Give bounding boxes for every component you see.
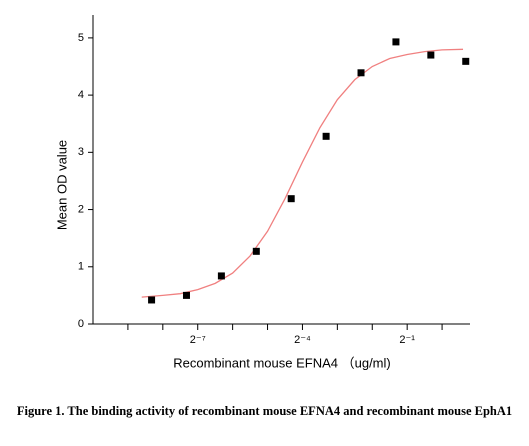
y-tick-label: 3: [78, 146, 84, 158]
chart: Mean OD value Recombinant mouse EFNA4 （u…: [54, 15, 470, 370]
y-tick-label: 0: [78, 318, 84, 330]
y-tick-label: 1: [78, 261, 84, 273]
data-point: [148, 296, 156, 304]
fit-curve: [141, 48, 464, 298]
x-axis-label: Recombinant mouse EFNA4 （ug/ml): [173, 355, 390, 370]
data-point: [182, 291, 190, 299]
data-point: [392, 38, 400, 46]
y-tick-label: 2: [78, 203, 84, 215]
x-tick-label: 2⁻¹: [399, 334, 415, 346]
data-point: [357, 69, 365, 77]
data-point: [287, 195, 295, 203]
y-tick-label: 4: [78, 89, 84, 101]
data-point: [217, 272, 225, 280]
data-point: [427, 51, 435, 59]
x-tick-label: 2⁻⁷: [190, 334, 206, 346]
data-point: [462, 57, 470, 65]
figure-caption: Figure 1. The binding activity of recomb…: [16, 404, 513, 418]
y-tick-label: 5: [78, 32, 84, 44]
x-tick-label: 2⁻⁴: [294, 334, 311, 346]
data-point: [252, 247, 260, 255]
data-point: [322, 132, 330, 140]
y-axis-label: Mean OD value: [54, 140, 69, 230]
